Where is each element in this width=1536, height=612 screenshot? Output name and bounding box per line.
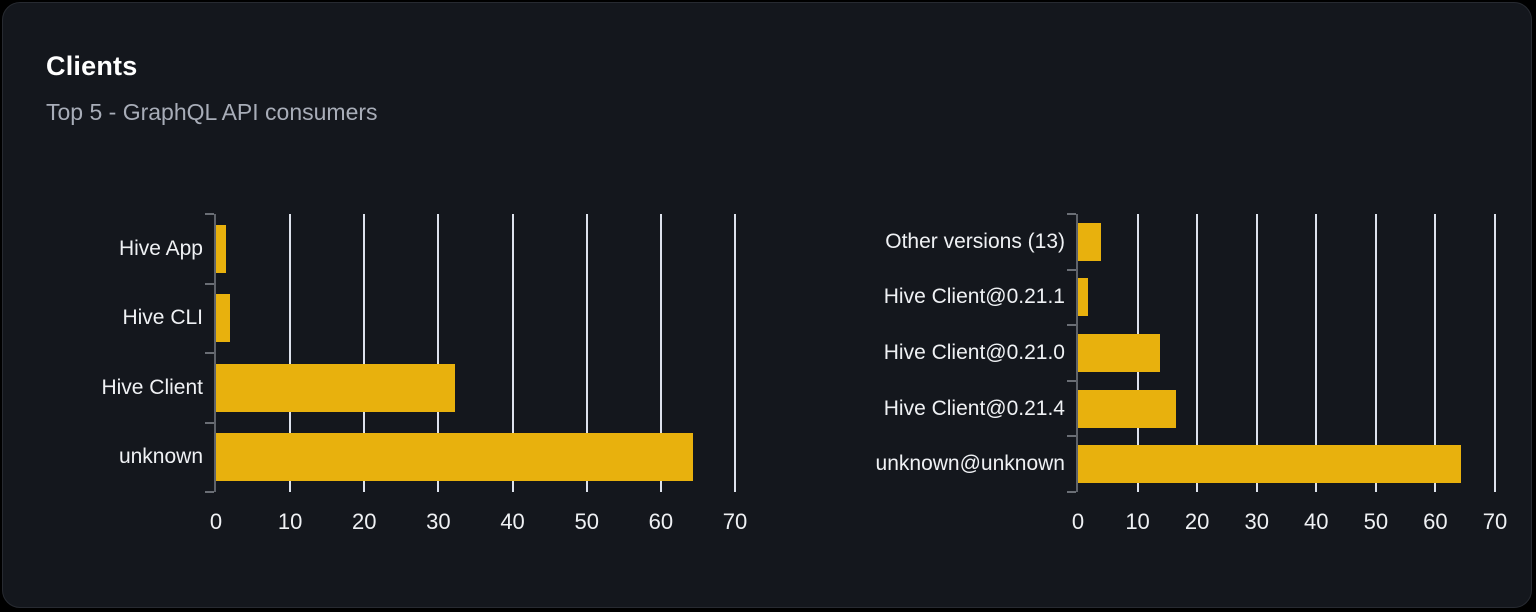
bar-hive-app[interactable] [216, 224, 226, 273]
bar-unknown-unknown[interactable] [1078, 445, 1462, 484]
bar-hive-client[interactable] [216, 363, 455, 412]
y-axis-tick [1067, 491, 1076, 493]
y-axis-tick [205, 491, 214, 493]
gridline-x-70 [734, 214, 736, 492]
category-label-hive-client-0-21-4: Hive Client@0.21.4 [883, 396, 1065, 420]
panel-title: Clients [46, 51, 138, 81]
gridline-x-50 [585, 214, 588, 492]
y-axis-tick [1067, 213, 1076, 215]
bar-chart-plot-2 [1067, 213, 1496, 493]
y-axis-tick [205, 422, 214, 424]
x-tick-label-10: 10 [1125, 509, 1150, 534]
y-axis-tick [1067, 435, 1076, 437]
x-tick-label-60: 60 [1423, 509, 1448, 534]
category-label-unknown-unknown: unknown@unknown [875, 452, 1065, 476]
x-tick-label-50: 50 [1363, 509, 1389, 534]
y-axis-tick [205, 283, 214, 285]
bar-hive-client-0-21-1[interactable] [1078, 278, 1088, 317]
x-tick-label-30: 30 [426, 509, 451, 534]
bar-hive-client-0-21-4[interactable] [1078, 389, 1176, 428]
y-axis-tick [205, 213, 214, 215]
category-label-hive-client: Hive Client [101, 375, 203, 399]
y-axis-tick [1067, 269, 1076, 271]
x-tick-label-10: 10 [277, 509, 303, 534]
x-tick-label-0: 0 [209, 509, 223, 534]
gridline-x-30 [437, 214, 440, 492]
x-tick-label-30: 30 [1244, 509, 1269, 534]
x-tick-label-70: 70 [1482, 509, 1508, 534]
x-tick-label-20: 20 [1184, 509, 1210, 534]
y-axis-tick [205, 352, 214, 354]
x-tick-label-70: 70 [722, 509, 748, 534]
gridline-x-30 [1255, 214, 1258, 492]
x-tick-label-40: 40 [500, 509, 525, 534]
gridline-x-60 [659, 214, 662, 492]
y-axis-tick [1067, 380, 1076, 382]
y-axis-tick [1067, 324, 1076, 326]
gridline-x-40 [1315, 214, 1318, 492]
category-label-other-versions-13: Other versions (13) [885, 229, 1065, 253]
x-tick-label-50: 50 [574, 509, 599, 534]
gridline-x-40 [511, 214, 514, 492]
gridline-x-50 [1374, 214, 1377, 492]
y-axis-line [1076, 214, 1078, 492]
x-tick-label-0: 0 [1071, 509, 1085, 534]
panel-subtitle: Top 5 - GraphQL API consumers [46, 99, 378, 125]
category-label-unknown: unknown [118, 445, 203, 469]
bar-hive-cli[interactable] [216, 294, 231, 343]
gridline-x-20 [1196, 214, 1199, 492]
gridline-x-10 [289, 214, 292, 492]
gridline-x-70 [1494, 214, 1496, 492]
category-label-hive-cli: Hive CLI [122, 306, 203, 330]
x-tick-label-20: 20 [352, 509, 377, 534]
category-label-hive-app: Hive App [118, 236, 203, 260]
category-label-hive-client-0-21-1: Hive Client@0.21.1 [883, 285, 1065, 309]
bar-other-versions-13[interactable] [1078, 222, 1101, 261]
bar-unknown[interactable] [216, 433, 694, 482]
bar-chart-plot-1 [205, 213, 736, 493]
y-axis-line [214, 214, 216, 492]
category-label-hive-client-0-21-0: Hive Client@0.21.0 [883, 340, 1065, 364]
charts-area: Hive App Hive CLI Hive Client unknown 0 10 20 3… [3, 3, 1531, 607]
bar-hive-client-0-21-0[interactable] [1078, 333, 1160, 373]
x-tick-label-40: 40 [1304, 509, 1329, 534]
gridline-x-60 [1434, 214, 1437, 492]
x-tick-label-60: 60 [648, 509, 674, 534]
gridline-x-20 [363, 214, 366, 492]
